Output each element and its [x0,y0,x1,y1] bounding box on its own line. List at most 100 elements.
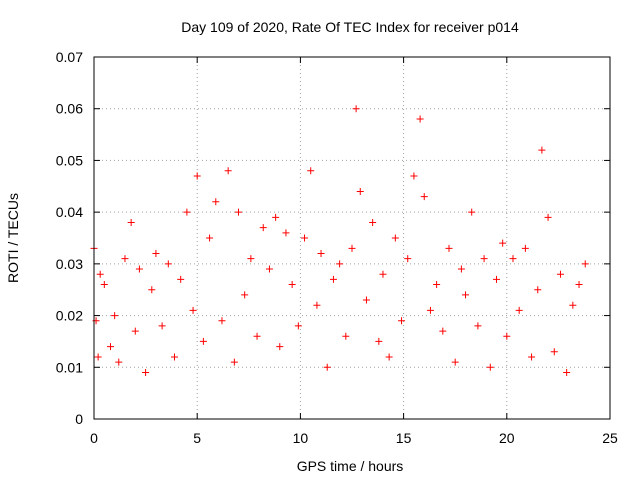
data-point [329,275,337,283]
x-tick-label: 5 [193,430,201,446]
data-point [556,270,564,278]
y-tick-label: 0.01 [56,359,83,375]
data-point [352,105,360,113]
data-point [115,358,123,366]
data-point [100,281,108,289]
data-points [90,105,589,376]
data-point [230,358,238,366]
x-tick-label: 15 [396,430,412,446]
data-point [369,218,377,226]
axis-tick-labels: 0 5 10 15 20 25 0 0.01 0.02 0.03 0.04 0.05 0.06 0.07 [56,49,618,446]
data-point [544,213,552,221]
y-tick-label: 0.04 [56,204,83,220]
data-point [135,265,143,273]
y-tick-label: 0.05 [56,152,83,168]
data-point [474,322,482,330]
data-point [563,368,571,376]
data-point [468,208,476,216]
data-point [272,213,280,221]
data-point [177,275,185,283]
data-point [189,306,197,314]
data-point [131,327,139,335]
x-tick-label: 20 [499,430,515,446]
data-point [121,255,129,263]
data-point [313,301,321,309]
data-point [206,234,214,242]
data-point [416,115,424,123]
data-point [158,322,166,330]
data-point [420,193,428,201]
y-tick-label: 0.07 [56,49,83,65]
data-point [534,286,542,294]
plot-frame [93,56,611,420]
data-point [224,167,232,175]
chart-title: Day 109 of 2020, Rate Of TEC Index for r… [181,19,519,35]
data-point [486,363,494,371]
data-point [391,234,399,242]
data-point [451,358,459,366]
data-point [152,250,160,258]
data-point [317,250,325,258]
data-point [521,244,529,252]
data-point [457,265,465,273]
data-point [480,255,488,263]
data-point [492,275,500,283]
data-point [218,317,226,325]
data-point [575,281,583,289]
data-point [265,265,273,273]
y-tick-label: 0 [75,411,83,427]
data-point [323,363,331,371]
data-point [259,224,267,232]
data-point [96,270,104,278]
data-point [253,332,261,340]
y-axis-label: ROTI / TECUs [5,193,21,283]
data-point [499,239,507,247]
data-point [385,353,393,361]
x-axis-label: GPS time / hours [297,458,404,474]
data-point [212,198,220,206]
y-tick-label: 0.02 [56,308,83,324]
data-point [445,244,453,252]
data-point [164,260,172,268]
data-point [515,306,523,314]
data-point [439,327,447,335]
data-point [170,353,178,361]
data-point [426,306,434,314]
data-point [356,187,364,195]
data-point [94,353,102,361]
data-point [528,353,536,361]
y-tick-label: 0.03 [56,256,83,272]
data-point [503,332,511,340]
data-point [362,296,370,304]
data-point [348,244,356,252]
data-point [379,270,387,278]
data-point [569,301,577,309]
data-point [241,291,249,299]
data-point [410,172,418,180]
data-point [234,208,242,216]
data-point [375,337,383,345]
data-point [336,260,344,268]
x-tick-label: 0 [90,430,98,446]
data-point [282,229,290,237]
data-point [142,368,150,376]
data-point [581,260,589,268]
data-point [127,218,135,226]
data-point [433,281,441,289]
data-point [550,348,558,356]
data-point [404,255,412,263]
data-point [247,255,255,263]
data-point [199,337,207,345]
x-tick-label: 10 [293,430,309,446]
data-point [294,322,302,330]
data-point [307,167,315,175]
axis-ticks [93,56,611,420]
x-tick-label: 25 [602,430,618,446]
data-point [342,332,350,340]
data-point [398,317,406,325]
y-tick-label: 0.06 [56,101,83,117]
data-point [509,255,517,263]
data-point [148,286,156,294]
